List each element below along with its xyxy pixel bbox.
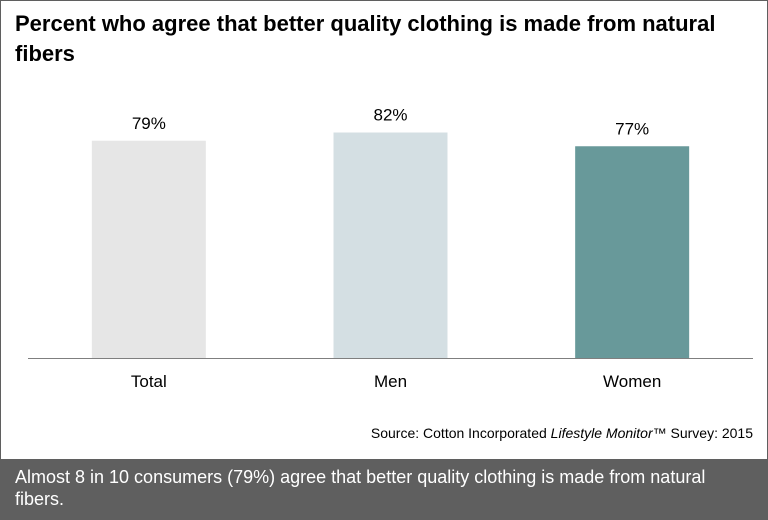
bar-women bbox=[575, 146, 690, 358]
bars-layer bbox=[91, 132, 690, 358]
data-label-men: 82% bbox=[373, 106, 407, 125]
bar-men bbox=[333, 132, 448, 358]
data-label-total: 79% bbox=[132, 114, 166, 133]
labels-layer: 79% Total 82% Men 77% Women bbox=[131, 106, 661, 392]
caption-text: Almost 8 in 10 consumers (79%) agree tha… bbox=[15, 467, 706, 509]
source-italic: Lifestyle Monitor bbox=[550, 425, 653, 441]
category-label-men: Men bbox=[374, 372, 407, 391]
source-note: Source: Cotton Incorporated Lifestyle Mo… bbox=[371, 425, 753, 441]
source-suffix: ™ Survey: 2015 bbox=[652, 425, 753, 441]
bar-chart: 79% Total 82% Men 77% Women bbox=[28, 106, 753, 392]
category-label-women: Women bbox=[603, 372, 661, 391]
caption-bar: Almost 8 in 10 consumers (79%) agree tha… bbox=[1, 459, 767, 519]
data-label-women: 77% bbox=[615, 119, 649, 138]
bar-total bbox=[91, 140, 206, 358]
category-label-total: Total bbox=[131, 372, 167, 391]
chart-title: Percent who agree that better quality cl… bbox=[15, 11, 716, 66]
source-prefix: Source: Cotton Incorporated bbox=[370, 425, 551, 441]
